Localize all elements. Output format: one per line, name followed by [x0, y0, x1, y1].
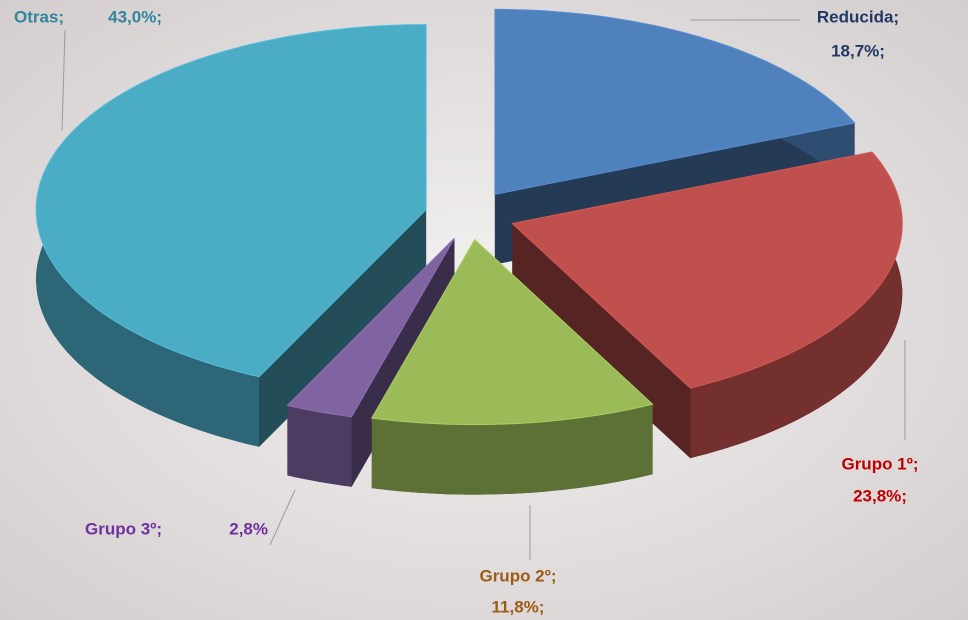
slice — [35, 24, 427, 447]
category-label: Grupo 1º; — [841, 454, 918, 473]
slice-top — [494, 8, 856, 196]
slice-top — [35, 24, 427, 378]
slice-wall — [287, 405, 352, 487]
category-label: Reducida; — [817, 7, 899, 26]
slice — [370, 238, 654, 495]
slice-wall — [371, 404, 653, 495]
leader-line — [269, 489, 296, 546]
value-label: 11,8%; — [492, 597, 545, 616]
category-label: Grupo 3º; — [85, 519, 162, 538]
value-label: 43,0%; — [108, 7, 162, 26]
value-label: 2,8% — [229, 519, 268, 538]
slice-wall — [690, 152, 903, 459]
slice-side — [259, 209, 427, 447]
value-label: 18,7%; — [831, 41, 885, 60]
labels: Reducida; 18,7%; Grupo 1º; 23,8%; Grupo 2º; 1… — [14, 7, 919, 616]
category-label: Grupo 2º; — [479, 566, 556, 585]
pie — [35, 8, 903, 495]
slice-top — [370, 238, 654, 426]
leader-line — [61, 29, 66, 131]
slice-top — [511, 151, 903, 389]
value-label: 23,8%; — [853, 486, 907, 505]
slice-top — [286, 237, 455, 418]
category-label: Otras; — [14, 7, 64, 26]
